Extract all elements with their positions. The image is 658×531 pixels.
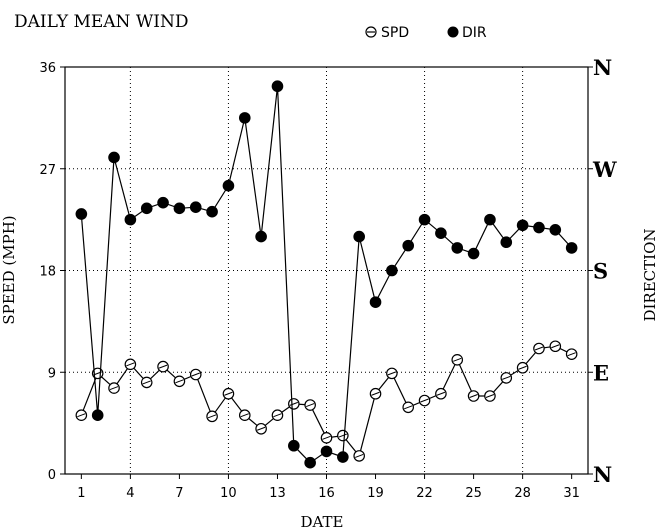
point-spd (516, 361, 529, 374)
point-spd (271, 409, 284, 422)
point-dir (353, 230, 365, 243)
point-spd (451, 354, 464, 366)
point-spd (549, 340, 562, 353)
point-dir (516, 219, 529, 232)
point-dir (304, 456, 316, 469)
point-spd (108, 382, 120, 394)
point-spd (484, 390, 496, 402)
point-spd (533, 342, 545, 355)
x-tick-label: 31 (563, 486, 580, 501)
point-spd (140, 376, 153, 389)
y-tick-label: 36 (39, 61, 56, 76)
y2-tick-label: S (593, 259, 608, 284)
point-dir (238, 112, 251, 124)
point-spd (173, 375, 186, 388)
point-spd (369, 387, 382, 400)
series-layer (75, 80, 578, 469)
point-dir (108, 151, 120, 164)
point-dir (500, 236, 513, 249)
legend-label-dir: DIR (462, 25, 487, 41)
x-tick-label: 19 (367, 486, 384, 501)
y-tick-label: 18 (39, 265, 56, 280)
x-tick-label: 13 (269, 486, 286, 501)
y-axis-ticks: 0 9 18 27 36 (39, 61, 65, 483)
x-axis-ticks: 1 4 7 10 13 16 19 22 25 28 31 (77, 474, 580, 501)
x-axis-label: DATE (301, 513, 344, 531)
chart-title: DAILY MEAN WIND (14, 12, 189, 32)
y2-tick-label: N (593, 462, 612, 487)
point-dir (435, 227, 447, 239)
point-dir (565, 242, 578, 254)
point-spd (500, 372, 513, 384)
x-tick-label: 1 (77, 486, 85, 501)
y2-axis-label: DIRECTION (641, 228, 658, 321)
y-axis-label: SPEED (MPH) (0, 215, 18, 324)
point-spd (402, 401, 415, 414)
point-spd (418, 394, 431, 407)
point-dir (157, 196, 169, 209)
point-spd (386, 367, 398, 380)
point-spd (124, 358, 137, 371)
point-spd (75, 409, 88, 422)
point-dir (222, 179, 235, 192)
x-tick-label: 4 (126, 486, 134, 501)
point-spd (238, 409, 251, 422)
x-tick-label: 10 (220, 486, 237, 501)
point-dir (75, 208, 88, 220)
grid-lines (65, 67, 588, 474)
point-dir (337, 451, 349, 463)
point-dir (467, 247, 480, 260)
point-spd (255, 422, 267, 435)
point-dir (402, 239, 415, 252)
y2-tick-label: N (593, 55, 612, 80)
point-dir (418, 213, 431, 226)
point-dir (91, 409, 104, 422)
point-dir (320, 445, 333, 458)
point-spd (435, 387, 447, 400)
x-tick-label: 25 (465, 486, 482, 501)
x-tick-label: 7 (175, 486, 183, 501)
point-spd (222, 387, 235, 400)
legend-label-spd: SPD (381, 25, 409, 41)
point-spd (337, 429, 349, 442)
point-spd (288, 398, 300, 410)
point-dir (484, 213, 496, 226)
legend-marker-dir (447, 26, 459, 38)
x-tick-label: 22 (416, 486, 433, 501)
legend-entry-spd: SPD (365, 25, 409, 41)
y2-tick-label: W (592, 157, 617, 182)
series-line-dir (80, 86, 573, 464)
point-dir (533, 221, 545, 234)
y2-axis-ticks: N E S W N (588, 55, 617, 487)
legend: SPD DIR (365, 25, 487, 41)
point-dir (124, 213, 137, 226)
point-dir (189, 201, 202, 213)
point-spd (189, 368, 202, 381)
point-dir (140, 202, 153, 215)
point-spd (157, 360, 169, 373)
legend-entry-dir: DIR (447, 25, 487, 41)
point-spd (565, 348, 578, 360)
point-dir (288, 439, 300, 452)
point-dir (451, 242, 464, 254)
point-dir (255, 230, 267, 243)
point-spd (304, 399, 316, 411)
y-tick-label: 0 (48, 468, 56, 483)
point-dir (549, 224, 562, 236)
point-dir (386, 264, 398, 277)
point-dir (271, 80, 284, 93)
y2-tick-label: E (593, 360, 609, 385)
point-spd (467, 390, 480, 402)
x-tick-label: 16 (318, 486, 335, 501)
point-dir (369, 296, 382, 308)
point-spd (206, 410, 218, 423)
y-tick-label: 9 (48, 366, 56, 381)
point-dir (173, 202, 186, 215)
x-tick-label: 28 (514, 486, 531, 501)
point-dir (206, 205, 218, 218)
point-spd (353, 450, 365, 462)
y-tick-label: 27 (39, 163, 56, 178)
point-spd (320, 432, 333, 444)
